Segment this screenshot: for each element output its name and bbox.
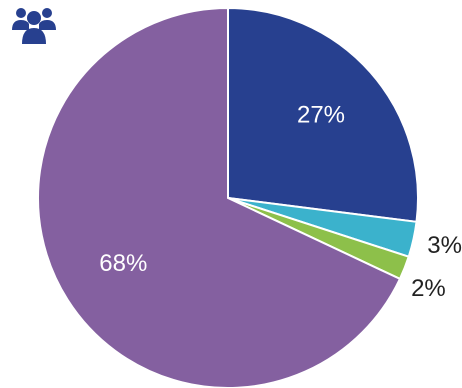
pie-label-2: 2% (411, 275, 446, 302)
pie-label-3: 68% (99, 250, 147, 277)
pie-label-0: 27% (297, 101, 345, 128)
pie-slice-0 (227, 6, 419, 223)
pie-labels: 27% 3% 2% 68% (99, 101, 462, 302)
pie-slice-3 (37, 6, 402, 388)
pie-label-1: 3% (427, 232, 462, 259)
pie-slices (37, 6, 419, 388)
people-group-icon (12, 8, 56, 44)
